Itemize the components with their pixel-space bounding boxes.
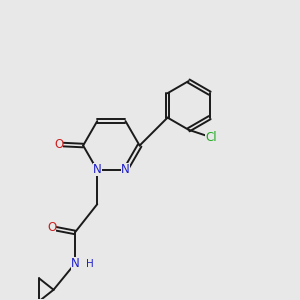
Text: N: N xyxy=(121,164,130,176)
Text: O: O xyxy=(47,221,56,235)
Text: O: O xyxy=(54,138,63,151)
Text: Cl: Cl xyxy=(205,131,217,144)
Text: N: N xyxy=(93,164,102,176)
Text: H: H xyxy=(86,259,94,269)
Text: N: N xyxy=(70,257,79,270)
